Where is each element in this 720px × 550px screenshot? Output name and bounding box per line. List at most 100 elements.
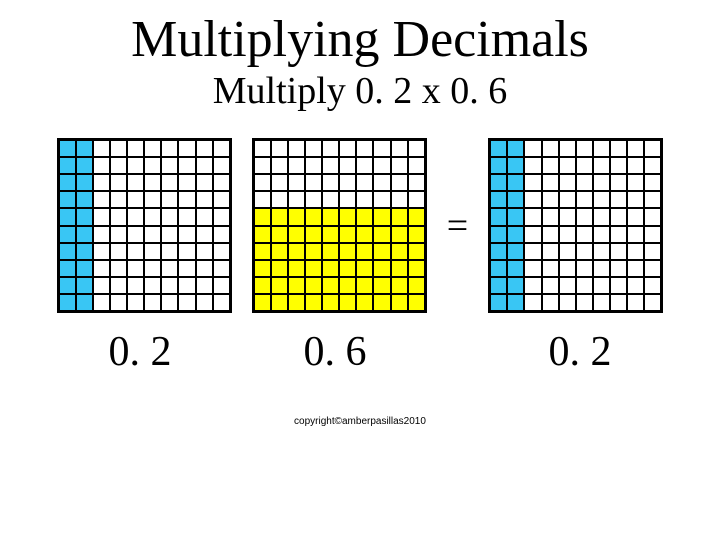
grid-cell — [408, 140, 425, 157]
grid-cell — [93, 174, 110, 191]
grid-cell — [127, 208, 144, 225]
grid-cell — [524, 294, 541, 311]
grid-cell — [322, 277, 339, 294]
grid-cell — [196, 260, 213, 277]
grid-cell — [490, 208, 507, 225]
grid-cell — [356, 243, 373, 260]
grid-cell — [391, 226, 408, 243]
labels-row: 0. 2 0. 6 0. 2 — [0, 328, 720, 376]
grid-cell — [610, 294, 627, 311]
grid-cell — [593, 157, 610, 174]
grid-cell — [391, 208, 408, 225]
grid-cell — [127, 294, 144, 311]
grid-cell — [59, 277, 76, 294]
grid-cell — [110, 277, 127, 294]
grid-cell — [288, 140, 305, 157]
grid3 — [488, 138, 663, 313]
grid-cell — [490, 243, 507, 260]
grid-cell — [542, 140, 559, 157]
grid-cell — [271, 277, 288, 294]
grid-cell — [76, 260, 93, 277]
grid-cell — [271, 294, 288, 311]
grid-cell — [593, 174, 610, 191]
grid-cell — [93, 191, 110, 208]
grid-cell — [373, 174, 390, 191]
grid-cell — [144, 277, 161, 294]
grid-cell — [644, 208, 661, 225]
grid-cell — [271, 208, 288, 225]
grid-cell — [178, 277, 195, 294]
grid-cell — [76, 243, 93, 260]
grid-cell — [644, 191, 661, 208]
grid-cell — [110, 243, 127, 260]
grid-cell — [576, 208, 593, 225]
grid-cell — [305, 208, 322, 225]
grid-cell — [610, 157, 627, 174]
grid-cell — [339, 208, 356, 225]
grid-cell — [144, 157, 161, 174]
grid-cell — [254, 208, 271, 225]
grid-cell — [490, 174, 507, 191]
grid-cell — [356, 208, 373, 225]
grid-cell — [507, 243, 524, 260]
grid-cell — [254, 243, 271, 260]
grid-cell — [507, 157, 524, 174]
page-title: Multiplying Decimals — [0, 10, 720, 69]
grid-cell — [178, 260, 195, 277]
grid-cell — [507, 140, 524, 157]
grid-cell — [254, 294, 271, 311]
grid-cell — [339, 140, 356, 157]
grid-cell — [110, 157, 127, 174]
grid-cell — [593, 208, 610, 225]
grid1 — [57, 138, 232, 313]
grid-cell — [59, 174, 76, 191]
grid-cell — [559, 226, 576, 243]
grid-cell — [559, 191, 576, 208]
grid-cell — [373, 260, 390, 277]
grid-cell — [144, 208, 161, 225]
grid2 — [252, 138, 427, 313]
grid-cell — [627, 243, 644, 260]
grid-cell — [161, 157, 178, 174]
grids-row: = — [0, 138, 720, 313]
grid-cell — [408, 174, 425, 191]
grid-cell — [356, 277, 373, 294]
grid-cell — [196, 191, 213, 208]
grid-cell — [127, 174, 144, 191]
grid-cell — [627, 191, 644, 208]
grid-cell — [644, 277, 661, 294]
grid-cell — [322, 243, 339, 260]
grid-cell — [196, 294, 213, 311]
grid-cell — [161, 243, 178, 260]
grid-cell — [408, 294, 425, 311]
grid-cell — [644, 140, 661, 157]
grid-cell — [93, 260, 110, 277]
grid-cell — [127, 157, 144, 174]
grid-cell — [161, 140, 178, 157]
grid-cell — [196, 277, 213, 294]
grid-cell — [391, 260, 408, 277]
grid-cell — [356, 260, 373, 277]
grid-cell — [593, 243, 610, 260]
grid-cell — [144, 140, 161, 157]
grid-cell — [110, 294, 127, 311]
grid-cell — [110, 191, 127, 208]
grid-cell — [213, 191, 230, 208]
grid-cell — [356, 157, 373, 174]
grid-cell — [542, 277, 559, 294]
grid-cell — [507, 191, 524, 208]
grid-cell — [161, 260, 178, 277]
grid-cell — [542, 174, 559, 191]
grid-cell — [288, 294, 305, 311]
grid-cell — [610, 174, 627, 191]
grid-cell — [271, 191, 288, 208]
grid-cell — [144, 191, 161, 208]
grid-cell — [490, 140, 507, 157]
grid-cell — [559, 157, 576, 174]
grid-cell — [76, 174, 93, 191]
grid-cell — [593, 294, 610, 311]
grid-cell — [254, 191, 271, 208]
copyright-text: copyright©amberpasillas2010 — [0, 416, 720, 427]
grid3-label: 0. 2 — [493, 328, 668, 376]
grid-cell — [576, 260, 593, 277]
